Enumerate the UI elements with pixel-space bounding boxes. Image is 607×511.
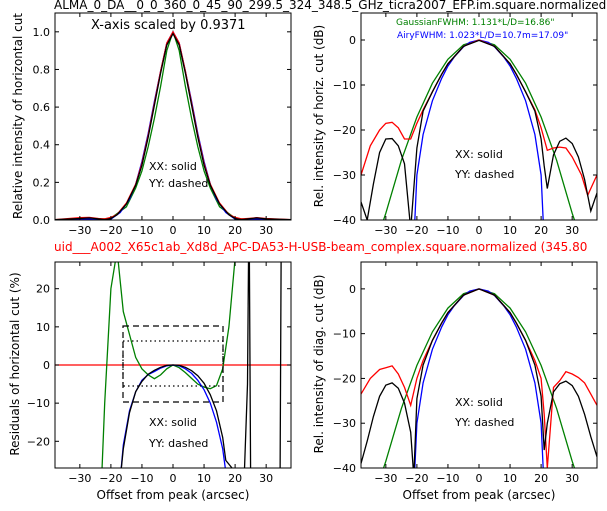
y-tick-label: −20 <box>27 435 50 448</box>
annotation-xx-solid-bl: XX: solid <box>149 416 197 429</box>
series-group-top-right <box>361 39 597 220</box>
y-tick-label: 20 <box>36 283 50 296</box>
series-line-bl-3 <box>120 262 282 468</box>
x-tick-label: −10 <box>436 224 459 237</box>
annotation-yy-dashed-tr: YY: dashed <box>454 168 514 181</box>
y-tick-label: 0.8 <box>33 63 51 76</box>
legend-airy: AiryFWHM: 1.023*L/D=10.7m=17.09" <box>397 31 568 41</box>
y-tick-label: −20 <box>333 372 356 385</box>
annotation-xx-solid-tr: XX: solid <box>455 148 503 161</box>
ticks-top-right: −30 −20 −10 0 10 20 30 0 −10 −20 −30 −40 <box>333 13 597 237</box>
annotation-xx-solid-tl: XX: solid <box>149 160 197 173</box>
series-line-tl-0 <box>55 29 291 220</box>
x-tick-label: 30 <box>259 472 273 485</box>
y-tick-label: 0.0 <box>33 214 51 227</box>
annotation-xx-solid-br: XX: solid <box>455 396 503 409</box>
series-line-br-2 <box>361 288 597 468</box>
x-tick-label: 20 <box>534 224 548 237</box>
ylabel-top-right: Rel. intensity of horiz. cut (dB) <box>312 25 326 207</box>
ticks-top-left: −30 −20 −10 0 10 20 30 0.0 0.2 0.4 0.6 0.8 1.0 <box>33 13 291 237</box>
x-tick-label: 0 <box>170 472 177 485</box>
x-tick-label: −20 <box>405 224 428 237</box>
y-tick-label: −10 <box>27 397 50 410</box>
residual-boxes <box>122 325 224 403</box>
series-line-tl-3 <box>55 32 291 220</box>
residual-box-dotted <box>122 340 224 387</box>
y-tick-label: 0 <box>349 34 356 47</box>
annotation-yy-dashed-tl: YY: dashed <box>148 177 208 190</box>
x-tick-label: −30 <box>68 224 91 237</box>
legend-gaussian: GaussianFWHM: 1.131*L/D=16.86" <box>396 18 554 28</box>
y-tick-label: −30 <box>333 169 356 182</box>
xlabel-bottom-right: Offset from peak (arcsec) <box>403 488 556 502</box>
series-line-br-3 <box>361 288 597 468</box>
panel-bottom-right: −30 −20 −10 0 10 20 30 0 −10 −20 −30 −40 Rel. inten… <box>312 261 598 502</box>
annotation-yy-dashed-bl: YY: dashed <box>148 437 208 450</box>
x-tick-label: −20 <box>99 224 122 237</box>
top-title: ALMA_0_DA__0_0_360_0_45_90_299.5_324_348… <box>54 0 606 12</box>
y-tick-label: 0.4 <box>33 139 51 152</box>
ylabel-top-left: Relative intensity of horizontal cut <box>11 13 25 219</box>
x-tick-label: 0 <box>476 472 483 485</box>
y-tick-label: −20 <box>333 124 356 137</box>
x-tick-label: 30 <box>565 224 579 237</box>
series-line-tl-1 <box>55 30 291 220</box>
x-tick-label: −30 <box>374 472 397 485</box>
y-tick-label: 10 <box>36 321 50 334</box>
panel-top-right: −30 −20 −10 0 10 20 30 0 −10 −20 −30 −40 Rel. inten… <box>312 12 598 237</box>
series-line-tr-3 <box>361 39 597 220</box>
x-tick-label: −20 <box>99 472 122 485</box>
series-group-bottom-right <box>361 288 597 468</box>
y-tick-label: −30 <box>333 417 356 430</box>
annotation-yy-dashed-br: YY: dashed <box>454 416 514 429</box>
middle-title: uid___A002_X65c1ab_Xd8d_APC-DA53-H-USB-b… <box>54 240 587 254</box>
ticks-bottom-left: −30 −20 −10 0 10 20 30 20 10 0 −10 −20 <box>27 262 291 485</box>
ylabel-bottom-right: Rel. intensity of diag. cut (dB) <box>312 275 326 454</box>
annotation-x-scaled: X-axis scaled by 0.9371 <box>91 18 246 33</box>
x-tick-label: 20 <box>534 472 548 485</box>
axes-frame-top-right <box>360 12 598 221</box>
x-tick-label: −30 <box>68 472 91 485</box>
ylabel-bottom-left: Residuals of horizontal cut (%) <box>8 272 22 455</box>
series-line-tl-2 <box>55 30 291 220</box>
xlabel-bottom-left: Offset from peak (arcsec) <box>97 488 250 502</box>
series-group-top-left <box>55 29 291 220</box>
ticks-bottom-right: −30 −20 −10 0 10 20 30 0 −10 −20 −30 −40 <box>333 262 597 485</box>
x-tick-label: 10 <box>197 472 211 485</box>
y-tick-label: −10 <box>333 328 356 341</box>
y-tick-label: −40 <box>333 462 356 475</box>
x-tick-label: 20 <box>228 224 242 237</box>
x-tick-label: −30 <box>374 224 397 237</box>
y-tick-label: 0 <box>43 359 50 372</box>
x-tick-label: 20 <box>228 472 242 485</box>
panel-bottom-left: −30 −20 −10 0 10 20 30 20 10 0 −10 −20 Residuals of… <box>8 261 292 502</box>
x-tick-label: 0 <box>170 224 177 237</box>
x-tick-label: −10 <box>436 472 459 485</box>
x-tick-label: 10 <box>503 224 517 237</box>
y-tick-label: 0.6 <box>33 101 51 114</box>
axes-frame-bottom-right <box>360 261 598 469</box>
y-tick-label: 0 <box>349 283 356 296</box>
x-tick-label: 0 <box>476 224 483 237</box>
y-tick-label: −40 <box>333 214 356 227</box>
y-tick-label: 0.2 <box>33 176 51 189</box>
x-tick-label: 30 <box>259 224 273 237</box>
x-tick-label: 10 <box>503 472 517 485</box>
panel-top-left: −30 −20 −10 0 10 20 30 0.0 0.2 0.4 0.6 0.8 1.0 Relat… <box>11 12 292 237</box>
x-tick-label: 10 <box>197 224 211 237</box>
x-tick-label: 30 <box>565 472 579 485</box>
x-tick-label: −20 <box>405 472 428 485</box>
y-tick-label: −10 <box>333 79 356 92</box>
x-tick-label: −10 <box>130 224 153 237</box>
y-tick-label: 1.0 <box>33 26 51 39</box>
x-tick-label: −10 <box>130 472 153 485</box>
